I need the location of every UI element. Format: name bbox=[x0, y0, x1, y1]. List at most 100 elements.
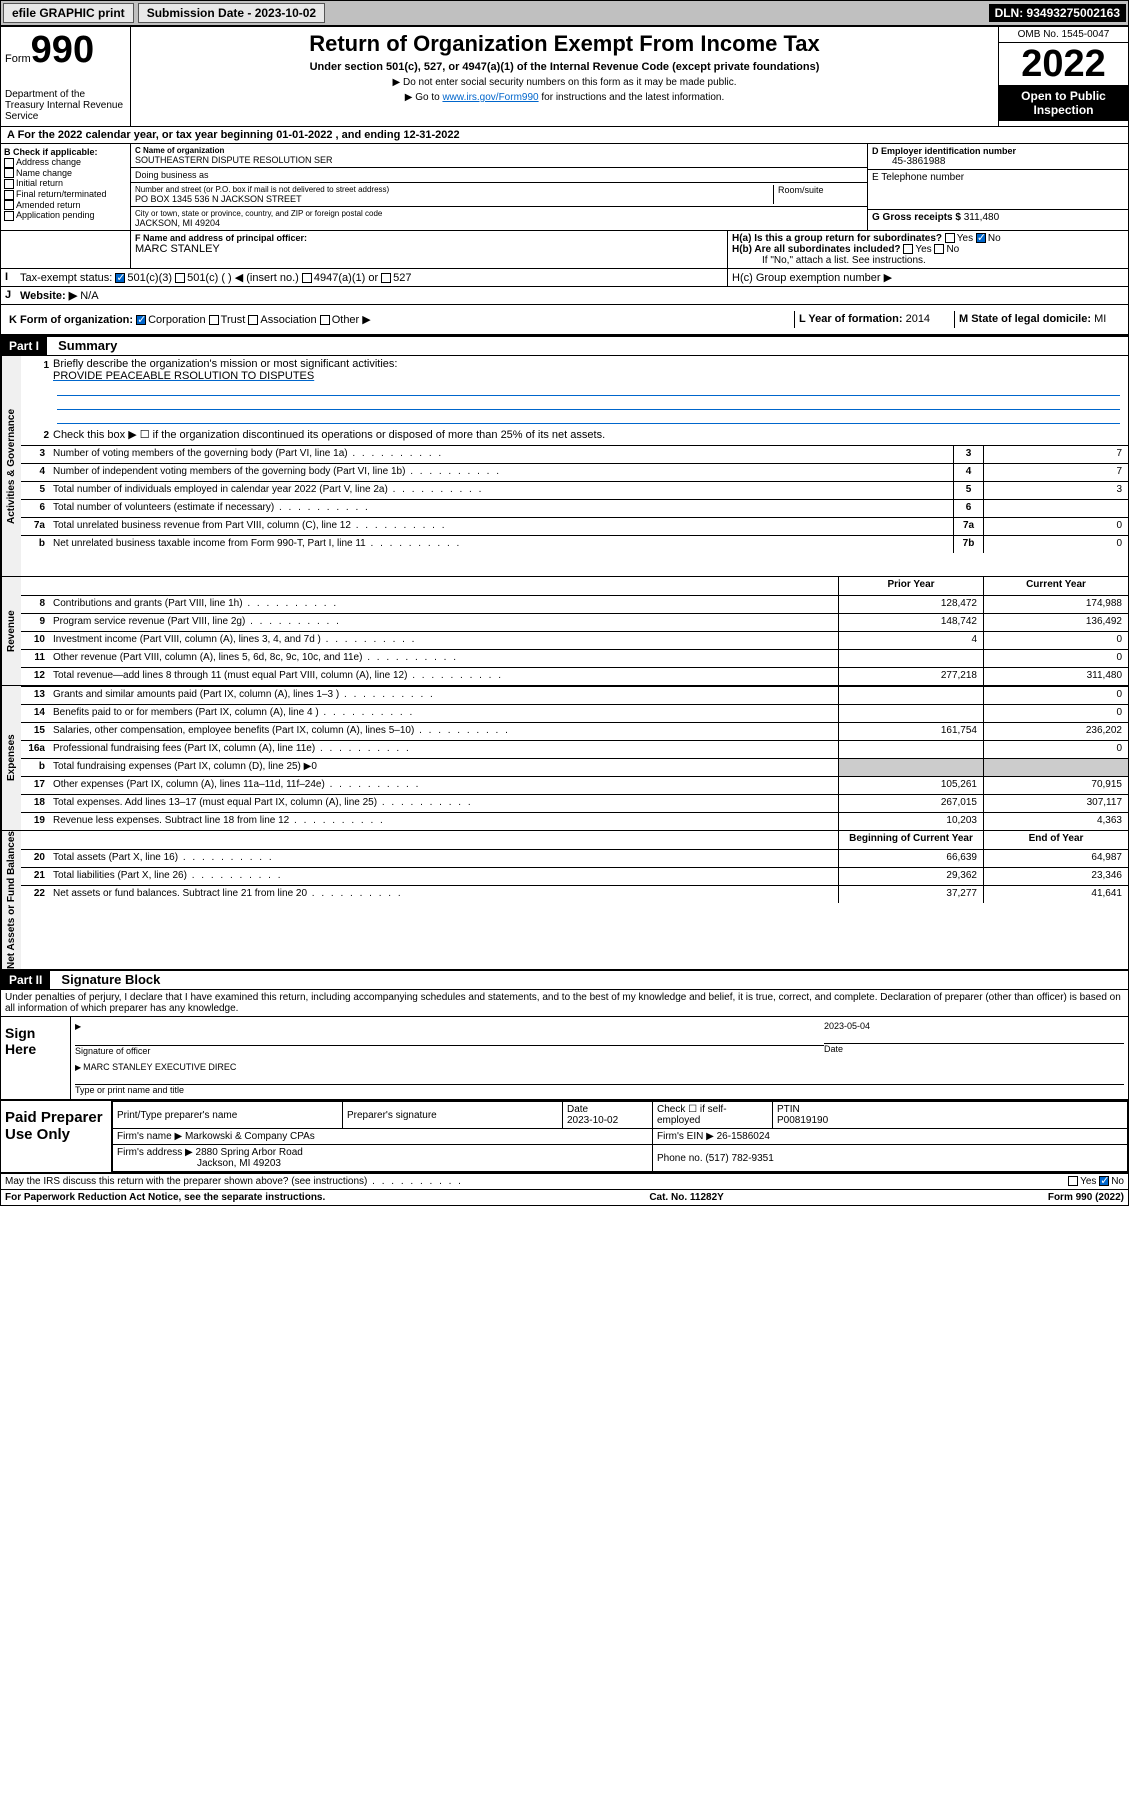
summary-line-12: 12 Total revenue—add lines 8 through 11 … bbox=[21, 667, 1128, 685]
hb-yes-chk[interactable] bbox=[903, 244, 913, 254]
chk-amended-return[interactable]: Amended return bbox=[4, 200, 127, 211]
chk-address-change[interactable]: Address change bbox=[4, 157, 127, 168]
col-c-entity: C Name of organization SOUTHEASTERN DISP… bbox=[131, 144, 868, 230]
line-desc: Total fundraising expenses (Part IX, col… bbox=[49, 759, 838, 776]
line-num: 5 bbox=[21, 482, 49, 499]
website-label: Website: ▶ bbox=[20, 290, 77, 302]
summary-line-3: 3 Number of voting members of the govern… bbox=[21, 445, 1128, 463]
line-desc: Total assets (Part X, line 16) bbox=[49, 850, 838, 867]
line-desc: Other revenue (Part VIII, column (A), li… bbox=[49, 650, 838, 667]
chk-501c3[interactable] bbox=[115, 273, 125, 283]
prior-value: 10,203 bbox=[838, 813, 983, 830]
form990-link[interactable]: www.irs.gov/Form990 bbox=[442, 92, 538, 103]
prior-shaded bbox=[838, 759, 983, 776]
line-desc: Total unrelated business revenue from Pa… bbox=[49, 518, 953, 535]
summary-line-13: 13 Grants and similar amounts paid (Part… bbox=[21, 686, 1128, 704]
line-value: 3 bbox=[983, 482, 1128, 499]
begin-year-header: Beginning of Current Year bbox=[838, 831, 983, 849]
chk-application-pending[interactable]: Application pending bbox=[4, 210, 127, 221]
addr-value: PO BOX 1345 536 N JACKSON STREET bbox=[135, 194, 773, 204]
prep-date-value: 2023-10-02 bbox=[567, 1115, 618, 1126]
current-value: 0 bbox=[983, 741, 1128, 758]
line-desc: Benefits paid to or for members (Part IX… bbox=[49, 705, 838, 722]
line-num: 13 bbox=[21, 687, 49, 704]
summary-line-20: 20 Total assets (Part X, line 16) 66,639… bbox=[21, 849, 1128, 867]
firm-ein-value: 26-1586024 bbox=[717, 1131, 770, 1142]
chk-name-change[interactable]: Name change bbox=[4, 168, 127, 179]
check-applicable-label: B Check if applicable: bbox=[4, 147, 127, 157]
prep-sig-label: Preparer's signature bbox=[343, 1102, 563, 1129]
line-desc: Net unrelated business taxable income fr… bbox=[49, 536, 953, 553]
gross-cell: G Gross receipts $ 311,480 bbox=[868, 210, 1128, 225]
form-subtitle: Under section 501(c), 527, or 4947(a)(1)… bbox=[139, 61, 990, 73]
prior-value: 277,218 bbox=[838, 668, 983, 685]
instruction-1: ▶ Do not enter social security numbers o… bbox=[139, 77, 990, 88]
mission-rule-2 bbox=[57, 396, 1120, 410]
ha-no-chk[interactable] bbox=[976, 233, 986, 243]
chk-527[interactable] bbox=[381, 273, 391, 283]
top-bar: efile GRAPHIC print Submission Date - 20… bbox=[0, 0, 1129, 26]
prior-value: 161,754 bbox=[838, 723, 983, 740]
paperwork-notice: For Paperwork Reduction Act Notice, see … bbox=[5, 1192, 325, 1203]
line-num: 21 bbox=[21, 868, 49, 885]
chk-corporation[interactable] bbox=[136, 315, 146, 325]
omb-number: OMB No. 1545-0047 bbox=[999, 27, 1128, 43]
line-desc: Grants and similar amounts paid (Part IX… bbox=[49, 687, 838, 704]
vtab-revenue: Revenue bbox=[1, 577, 21, 685]
submission-date-button[interactable]: Submission Date - 2023-10-02 bbox=[138, 3, 325, 23]
prior-value bbox=[838, 687, 983, 704]
efile-button[interactable]: efile GRAPHIC print bbox=[3, 3, 134, 23]
chk-4947[interactable] bbox=[302, 273, 312, 283]
officer-label: F Name and address of principal officer: bbox=[135, 233, 723, 243]
header-left: Form990 Department of the Treasury Inter… bbox=[1, 27, 131, 126]
part1-title: Summary bbox=[50, 336, 125, 355]
col-de: D Employer identification number 45-3861… bbox=[868, 144, 1128, 230]
may-irs-no-chk[interactable] bbox=[1099, 1176, 1109, 1186]
part1-header-row: Part I Summary bbox=[1, 335, 1128, 355]
line-num: 11 bbox=[21, 650, 49, 667]
line-num: 14 bbox=[21, 705, 49, 722]
line-desc: Total number of individuals employed in … bbox=[49, 482, 953, 499]
chk-501c[interactable] bbox=[175, 273, 185, 283]
type-name-label: Type or print name and title bbox=[75, 1085, 1124, 1095]
line-2-num: 2 bbox=[25, 428, 53, 443]
line-value: 0 bbox=[983, 536, 1128, 553]
col-b-checkboxes: B Check if applicable: Address change Na… bbox=[1, 144, 131, 230]
prior-value bbox=[838, 650, 983, 667]
chk-other[interactable] bbox=[320, 315, 330, 325]
city-cell: City or town, state or province, country… bbox=[131, 207, 867, 230]
check-self-employed[interactable]: Check ☐ if self-employed bbox=[653, 1102, 773, 1129]
line-desc: Contributions and grants (Part VIII, lin… bbox=[49, 596, 838, 613]
address-cell: Number and street (or P.O. box if mail i… bbox=[131, 183, 867, 207]
officer-name: MARC STANLEY bbox=[135, 243, 723, 255]
may-irs-yes-chk[interactable] bbox=[1068, 1176, 1078, 1186]
status-row: I Tax-exempt status: 501(c)(3) 501(c) ( … bbox=[1, 269, 1128, 287]
hb-no-chk[interactable] bbox=[934, 244, 944, 254]
summary-line-9: 9 Program service revenue (Part VIII, li… bbox=[21, 613, 1128, 631]
form-org-label: K Form of organization: bbox=[9, 314, 133, 326]
line-num: 12 bbox=[21, 668, 49, 685]
line-num: 9 bbox=[21, 614, 49, 631]
firm-name-value: Markowski & Company CPAs bbox=[185, 1131, 315, 1142]
summary-line-16a: 16a Professional fundraising fees (Part … bbox=[21, 740, 1128, 758]
line-num: 7a bbox=[21, 518, 49, 535]
prior-value: 4 bbox=[838, 632, 983, 649]
city-value: JACKSON, MI 49204 bbox=[135, 218, 863, 228]
current-value: 174,988 bbox=[983, 596, 1128, 613]
dba-cell: Doing business as bbox=[131, 168, 867, 183]
line-box: 3 bbox=[953, 446, 983, 463]
signature-content: Signature of officer 2023-05-04 Date MAR… bbox=[71, 1017, 1128, 1099]
prior-value: 66,639 bbox=[838, 850, 983, 867]
ha-yes-chk[interactable] bbox=[945, 233, 955, 243]
line-1-num: 1 bbox=[25, 358, 53, 424]
paid-preparer-content: Print/Type preparer's name Preparer's si… bbox=[111, 1101, 1128, 1172]
officer-group-row: F Name and address of principal officer:… bbox=[1, 231, 1128, 269]
summary-line-18: 18 Total expenses. Add lines 13–17 (must… bbox=[21, 794, 1128, 812]
chk-trust[interactable] bbox=[209, 315, 219, 325]
line-1-label: Briefly describe the organization's miss… bbox=[53, 358, 1124, 370]
chk-initial-return[interactable]: Initial return bbox=[4, 178, 127, 189]
chk-association[interactable] bbox=[248, 315, 258, 325]
chk-final-return[interactable]: Final return/terminated bbox=[4, 189, 127, 200]
line-num: b bbox=[21, 759, 49, 776]
line-box: 7b bbox=[953, 536, 983, 553]
